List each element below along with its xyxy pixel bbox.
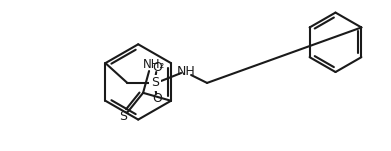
Text: NH: NH: [177, 64, 196, 78]
Text: S: S: [151, 76, 159, 89]
Text: O: O: [152, 92, 162, 105]
Text: NH₂: NH₂: [143, 58, 165, 71]
Text: S: S: [119, 110, 127, 123]
Text: O: O: [152, 61, 162, 74]
